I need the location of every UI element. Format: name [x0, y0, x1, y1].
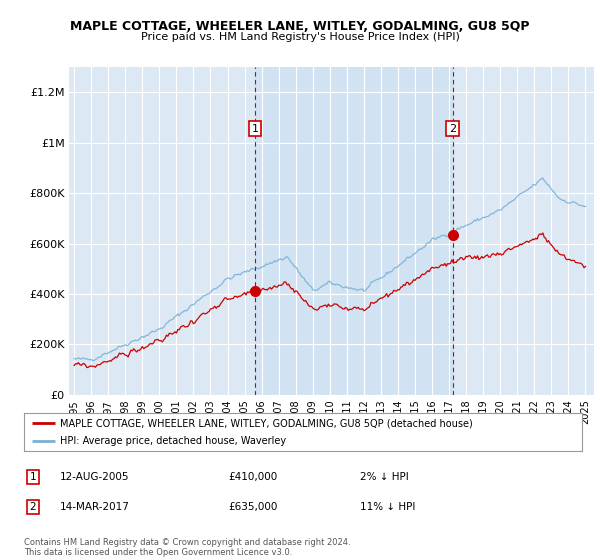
Text: MAPLE COTTAGE, WHEELER LANE, WITLEY, GODALMING, GU8 5QP (detached house): MAPLE COTTAGE, WHEELER LANE, WITLEY, GOD… [60, 418, 473, 428]
Text: 2: 2 [29, 502, 37, 512]
Text: 2% ↓ HPI: 2% ↓ HPI [360, 472, 409, 482]
Text: Contains HM Land Registry data © Crown copyright and database right 2024.
This d: Contains HM Land Registry data © Crown c… [24, 538, 350, 557]
Text: 12-AUG-2005: 12-AUG-2005 [60, 472, 130, 482]
Text: 11% ↓ HPI: 11% ↓ HPI [360, 502, 415, 512]
Text: Price paid vs. HM Land Registry's House Price Index (HPI): Price paid vs. HM Land Registry's House … [140, 32, 460, 43]
Bar [255, 67, 452, 395]
Text: £410,000: £410,000 [228, 472, 277, 482]
Text: MAPLE COTTAGE, WHEELER LANE, WITLEY, GODALMING, GU8 5QP: MAPLE COTTAGE, WHEELER LANE, WITLEY, GOD… [70, 20, 530, 32]
Text: 14-MAR-2017: 14-MAR-2017 [60, 502, 130, 512]
Text: 1: 1 [251, 124, 259, 134]
Text: HPI: Average price, detached house, Waverley: HPI: Average price, detached house, Wave… [60, 436, 286, 446]
Text: 2: 2 [449, 124, 456, 134]
Text: 1: 1 [29, 472, 37, 482]
Text: £635,000: £635,000 [228, 502, 277, 512]
